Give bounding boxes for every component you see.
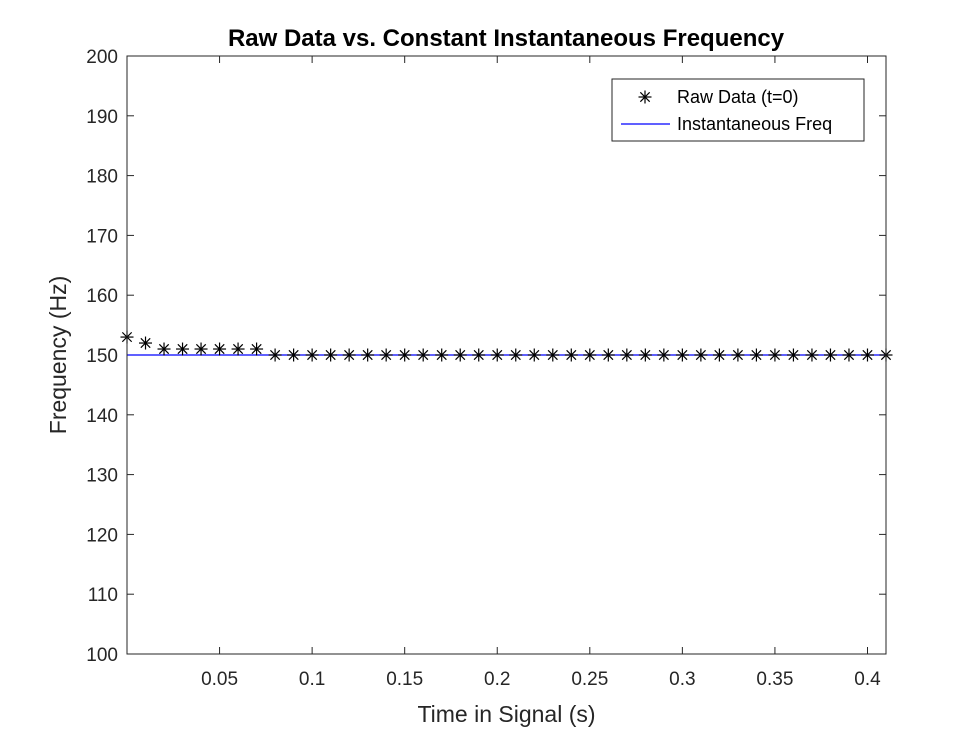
- y-tick-label: 150: [86, 346, 118, 367]
- legend-item: Instantaneous Freq: [621, 114, 832, 134]
- raw-data-point: [694, 348, 708, 362]
- y-tick-label: 100: [86, 645, 118, 666]
- raw-data-point: [675, 348, 689, 362]
- x-tick-label: 0.3: [669, 669, 695, 690]
- x-tick-label: 0.25: [571, 669, 608, 690]
- raw-data-point: [583, 348, 597, 362]
- y-axis-ticks: 100 110 120 130 140 150 160 170 180 190 200: [86, 47, 886, 666]
- raw-data-point: [564, 348, 578, 362]
- raw-data-point: [305, 348, 319, 362]
- raw-data-point: [231, 342, 245, 356]
- raw-data-point: [472, 348, 486, 362]
- raw-data-point: [416, 348, 430, 362]
- legend-box: [611, 78, 865, 142]
- y-tick-label: 120: [86, 525, 118, 546]
- raw-data-point: [361, 348, 375, 362]
- raw-data-point: [268, 348, 282, 362]
- raw-data-point: [287, 348, 301, 362]
- legend-item: Raw Data (t=0): [638, 87, 799, 107]
- legend: Raw Data (t=0) Instantaneous Freq: [611, 78, 865, 142]
- y-tick-label: 180: [86, 167, 118, 188]
- x-tick-label: 0.4: [854, 669, 881, 690]
- y-tick-label: 110: [88, 585, 118, 606]
- raw-data-point: [601, 348, 615, 362]
- raw-data-point: [157, 342, 171, 356]
- x-axis-label: Time in Signal (s): [417, 701, 595, 727]
- raw-data-point: [657, 348, 671, 362]
- raw-data-point: [749, 348, 763, 362]
- chart-title: Raw Data vs. Constant Instantaneous Freq…: [228, 25, 785, 52]
- y-tick-label: 160: [86, 286, 118, 307]
- raw-data-point: [638, 348, 652, 362]
- raw-data-point: [805, 348, 819, 362]
- legend-label: Instantaneous Freq: [677, 114, 832, 134]
- raw-data-point: [398, 348, 412, 362]
- raw-data-point: [768, 348, 782, 362]
- x-tick-label: 0.15: [386, 669, 423, 690]
- y-tick-label: 130: [86, 466, 118, 487]
- raw-data-point: [842, 348, 856, 362]
- x-tick-label: 0.2: [484, 669, 510, 690]
- y-tick-label: 170: [86, 226, 118, 247]
- y-axis-label: Frequency (Hz): [45, 276, 71, 434]
- raw-data-point: [176, 342, 190, 356]
- raw-data-point: [139, 336, 153, 350]
- raw-data-point: [213, 342, 227, 356]
- raw-data-point: [324, 348, 338, 362]
- raw-data-point: [435, 348, 449, 362]
- raw-data-point: [823, 348, 837, 362]
- raw-data-point: [546, 348, 560, 362]
- x-tick-label: 0.1: [299, 669, 325, 690]
- plot-frame: [126, 55, 887, 655]
- legend-label: Raw Data (t=0): [677, 87, 799, 107]
- y-tick-label: 200: [86, 47, 118, 68]
- x-tick-label: 0.05: [201, 669, 238, 690]
- raw-data-point: [342, 348, 356, 362]
- raw-data-point: [509, 348, 523, 362]
- raw-data-point: [786, 348, 800, 362]
- legend-marker-asterisk: [638, 90, 652, 104]
- series-layer: [120, 330, 893, 362]
- raw-data-point: [250, 342, 264, 356]
- raw-data-point: [379, 348, 393, 362]
- raw-data-point: [731, 348, 745, 362]
- raw-data-point: [194, 342, 208, 356]
- raw-data-point: [490, 348, 504, 362]
- raw-data-point: [620, 348, 634, 362]
- y-tick-label: 140: [86, 406, 118, 427]
- y-tick-label: 190: [86, 107, 118, 128]
- x-tick-label: 0.35: [756, 669, 793, 690]
- raw-data-point: [527, 348, 541, 362]
- raw-data-point: [453, 348, 467, 362]
- raw-data-point: [860, 348, 874, 362]
- raw-data-point: [712, 348, 726, 362]
- x-axis-ticks: 0.05 0.1 0.15 0.2 0.25 0.3 0.35 0.4: [201, 56, 881, 690]
